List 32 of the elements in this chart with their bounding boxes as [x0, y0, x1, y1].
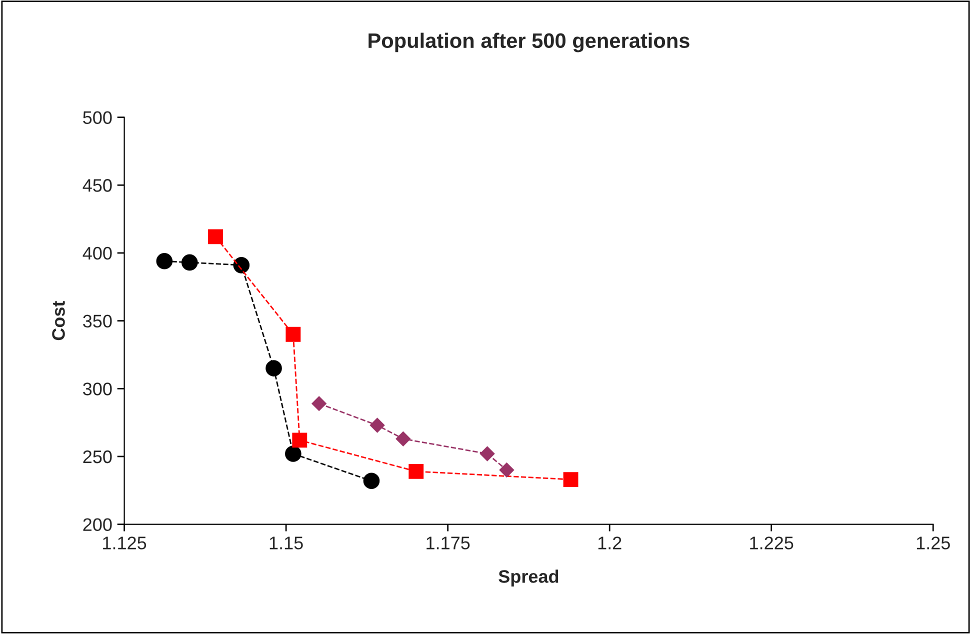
y-tick-label: 500: [83, 111, 112, 124]
point: [208, 229, 223, 244]
x-tick-label: 1.175: [426, 536, 470, 550]
point: [286, 326, 301, 342]
y-tick-label: 200: [83, 518, 112, 532]
y-tick-label: 300: [83, 382, 112, 396]
x-tick-label: 1.15: [270, 536, 303, 550]
point: [499, 462, 514, 478]
point: [363, 472, 380, 490]
point: [156, 252, 173, 270]
point: [233, 257, 250, 274]
chart-title: Population after 500 generations: [368, 32, 690, 52]
point: [181, 254, 198, 271]
point: [292, 432, 308, 448]
y-tick-label: 250: [83, 450, 112, 464]
y-tick-label: 450: [82, 179, 112, 192]
y-tick-label: 350: [83, 314, 112, 328]
point: [408, 464, 424, 479]
x-tick-label: 1.125: [103, 536, 146, 550]
y-axis-title: Cost: [52, 300, 65, 340]
x-tick-label: 1.2: [598, 536, 622, 550]
x-axis-title: Spread: [498, 570, 558, 586]
point: [396, 431, 411, 446]
point: [312, 396, 326, 411]
point: [370, 418, 385, 433]
point: [266, 360, 282, 376]
point: [563, 472, 578, 488]
y-tick-label: 400: [82, 246, 112, 260]
point: [285, 446, 302, 462]
x-tick-label: 1.25: [916, 536, 950, 550]
x-tick-label: 1.225: [750, 536, 794, 550]
point: [480, 446, 495, 462]
